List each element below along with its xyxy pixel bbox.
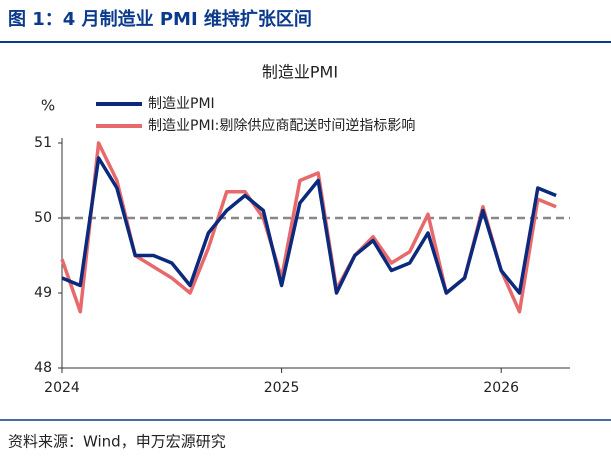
- series-line: [60, 141, 557, 314]
- source: 资料来源：Wind，申万宏源研究: [8, 433, 226, 451]
- x-tick-label: 2024: [44, 380, 80, 396]
- figure-title: 图 1：4 月制造业 PMI 维持扩张区间: [8, 8, 312, 30]
- x-tick-label: 2026: [483, 380, 519, 396]
- legend-label: 制造业PMI: [148, 96, 215, 112]
- y-tick-label: 49: [34, 285, 52, 301]
- legend-label: 制造业PMI:剔除供应商配送时间逆指标影响: [148, 117, 415, 134]
- series-line: [61, 156, 557, 295]
- y-tick-label: 51: [34, 135, 52, 151]
- y-tick-label: 48: [34, 360, 52, 376]
- x-tick-label: 2025: [264, 380, 300, 396]
- y-tick-label: 50: [34, 210, 52, 226]
- y-axis-label: %: [41, 97, 55, 115]
- chart-title: 制造业PMI: [262, 63, 338, 82]
